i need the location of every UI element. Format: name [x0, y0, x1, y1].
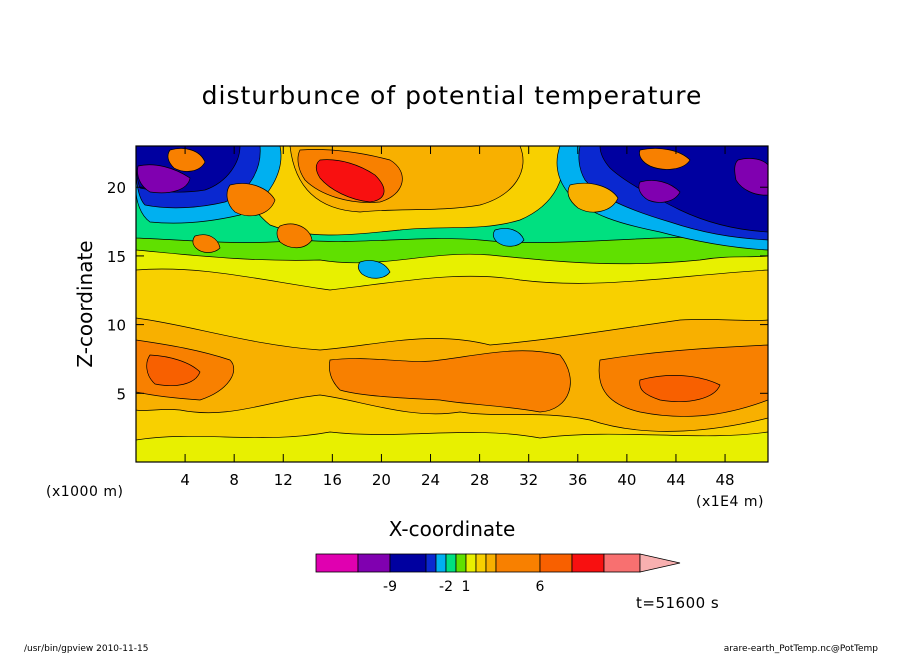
colorbar-swatch [445, 553, 457, 573]
colorbar-labels: -9 -2 1 6 [383, 579, 545, 595]
x-tick-label: 36 [568, 471, 587, 489]
contour-blob-orange-6 [192, 234, 221, 253]
x-unit-right: (x1E4 m) [696, 494, 764, 510]
colorbar-swatch [455, 553, 467, 573]
x-tick-label: 48 [716, 471, 735, 489]
y-tick-label: 15 [107, 248, 126, 266]
contour-blob-cyan-2 [492, 228, 525, 247]
colorbar-swatch [425, 553, 437, 573]
colorbar-swatch [389, 553, 427, 573]
contour-blob-orange-3 [567, 182, 619, 213]
contour-region-purple-right-edge [734, 158, 768, 196]
colorbar-swatch [603, 553, 641, 573]
contour-band-low-yellow [136, 431, 768, 462]
x-tick-label: 8 [229, 471, 239, 489]
y-tick-label: 20 [107, 179, 126, 197]
x-tick-label: 32 [519, 471, 538, 489]
contour-plot-area [136, 146, 768, 462]
colorbar-swatch [571, 553, 605, 573]
x-tick-label: 28 [470, 471, 489, 489]
x-axis-label: X-coordinate [389, 517, 516, 541]
x-unit-left: (x1000 m) [46, 484, 123, 500]
y-tick-label: 10 [107, 317, 126, 335]
contour-band-dark-orange-mid [328, 350, 571, 413]
contour-blob-orange-4 [639, 148, 691, 170]
x-tick-label: 12 [274, 471, 293, 489]
x-axis-ticks: 4 8 12 16 20 24 28 32 36 40 44 48 [180, 146, 735, 489]
colorbar-tick-label: -9 [383, 579, 397, 595]
contour-region-red-upper [315, 159, 385, 203]
colorbar-tick-label: 1 [462, 579, 471, 595]
colorbar [315, 553, 681, 573]
contour-blob-orange-2 [276, 223, 313, 249]
colorbar-tick-label: -2 [439, 579, 453, 595]
x-tick-label: 4 [180, 471, 190, 489]
y-tick-label: 5 [116, 385, 126, 403]
colorbar-swatch [357, 553, 391, 573]
y-axis-label: Z-coordinate [73, 240, 97, 367]
colorbar-swatch [485, 553, 497, 573]
colorbar-swatch [435, 553, 447, 573]
x-tick-label: 16 [323, 471, 342, 489]
colorbar-swatch [315, 553, 359, 573]
contour-region-purple-right [638, 180, 681, 203]
y-axis-ticks: 5 10 15 20 [107, 179, 768, 403]
footer-right: arare-earth_PotTemp.nc@PotTemp [724, 644, 879, 654]
plot-frame [135, 145, 769, 463]
colorbar-swatch [465, 553, 477, 573]
contour-band-red-orange-right [639, 375, 721, 402]
x-tick-label: 24 [421, 471, 440, 489]
colorbar-swatch [495, 553, 541, 573]
contour-blob-cyan-1 [357, 260, 391, 279]
colorbar-swatch [475, 553, 487, 573]
contour-region-purple-left [137, 164, 191, 194]
contour-band-red-orange-left [146, 354, 201, 386]
contour-blob-orange-5 [167, 148, 206, 172]
x-tick-label: 20 [372, 471, 391, 489]
chart-title: disturbunce of potential temperature [202, 81, 703, 110]
colorbar-arrow [639, 553, 681, 573]
x-tick-label: 44 [666, 471, 685, 489]
colorbar-swatch [539, 553, 573, 573]
time-label: t=51600 s [636, 594, 719, 612]
contour-blob-orange-1 [226, 183, 276, 217]
x-tick-label: 40 [617, 471, 636, 489]
footer-left: /usr/bin/gpview 2010-11-15 [24, 644, 148, 654]
colorbar-tick-label: 6 [536, 579, 545, 595]
